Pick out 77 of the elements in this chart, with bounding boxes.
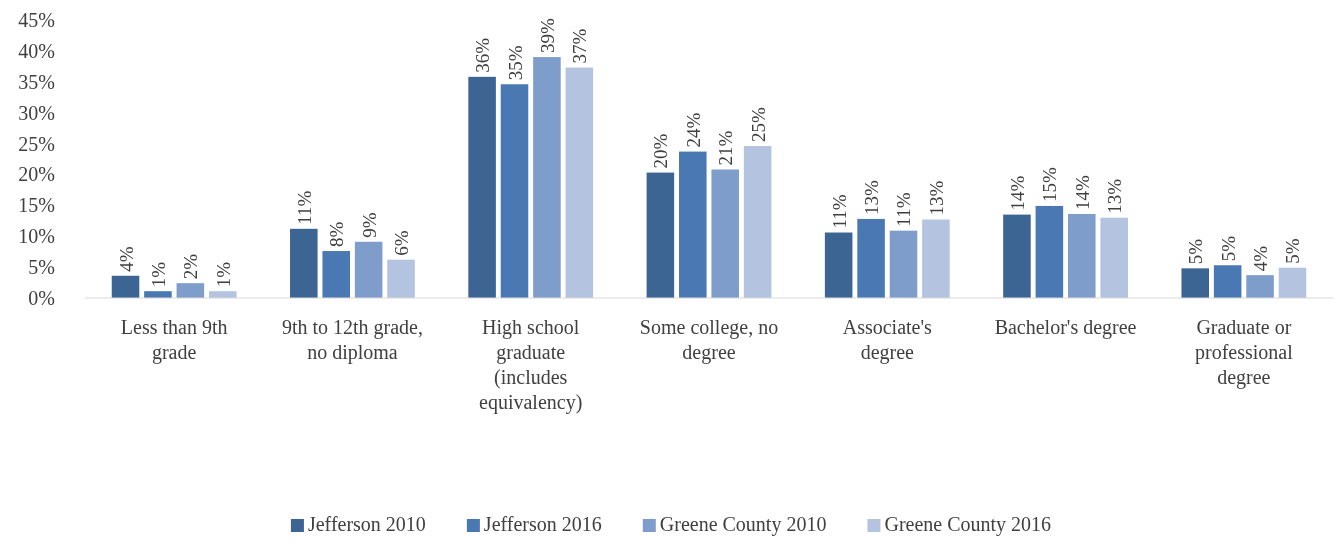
data-label: 35% xyxy=(504,45,526,81)
y-tick-label: 25% xyxy=(18,132,55,155)
bar xyxy=(711,169,739,298)
x-tick-label: Graduate or professional degree xyxy=(1194,316,1294,389)
bar xyxy=(354,241,383,298)
bar xyxy=(533,57,561,298)
bar xyxy=(679,151,707,298)
x-tick-label: 9th to 12th grade, no diploma xyxy=(281,316,423,364)
x-tick-label: Associate's degree xyxy=(842,316,933,364)
data-label: 4% xyxy=(1250,245,1272,272)
bar xyxy=(743,146,772,298)
data-label: 13% xyxy=(1104,178,1126,214)
bar xyxy=(646,172,675,298)
bar xyxy=(208,291,237,298)
y-tick-label: 5% xyxy=(28,256,55,279)
x-tick-label: High school graduate (includes equivalency) xyxy=(479,316,583,414)
data-label: 37% xyxy=(569,28,591,64)
legend-label: Greene County 2016 xyxy=(884,513,1052,536)
bar xyxy=(1100,217,1128,298)
data-label: 13% xyxy=(861,179,883,215)
data-label: 20% xyxy=(650,133,672,169)
data-label: 1% xyxy=(147,261,169,288)
legend-label: Greene County 2010 xyxy=(659,513,827,536)
y-tick-label: 45% xyxy=(18,9,55,31)
bar xyxy=(111,275,140,298)
y-tick-label: 10% xyxy=(18,225,55,248)
legend-label: Jefferson 2016 xyxy=(483,513,602,535)
bar xyxy=(176,283,205,298)
data-label: 5% xyxy=(1185,238,1207,265)
data-label: 14% xyxy=(1006,175,1028,211)
data-label: 6% xyxy=(391,230,413,256)
bar xyxy=(500,84,529,298)
data-label: 24% xyxy=(682,112,704,148)
y-tick-label: 15% xyxy=(18,194,55,217)
bar xyxy=(1035,205,1064,298)
bar xyxy=(1181,268,1210,298)
x-tick-label: Less than 9th grade xyxy=(120,316,228,364)
y-tick-label: 40% xyxy=(18,39,55,62)
bar xyxy=(922,219,950,298)
data-label: 13% xyxy=(925,180,947,216)
x-tick-label: Bachelor's degree xyxy=(994,316,1137,339)
y-tick-label: 20% xyxy=(18,163,55,186)
data-label: 14% xyxy=(1071,174,1093,210)
data-label: 15% xyxy=(1039,166,1061,202)
bar xyxy=(824,232,853,298)
bar xyxy=(290,228,318,298)
data-label: 4% xyxy=(115,246,137,272)
data-label: 5% xyxy=(1217,235,1239,262)
data-label: 1% xyxy=(212,261,234,288)
y-tick-label: 30% xyxy=(18,101,55,124)
data-label: 11% xyxy=(293,190,315,225)
bar xyxy=(1068,213,1096,298)
bar xyxy=(1246,275,1274,298)
bar xyxy=(1278,267,1307,298)
data-label: 21% xyxy=(715,130,737,166)
data-label: 25% xyxy=(747,107,769,143)
y-tick-label: 0% xyxy=(28,287,55,309)
bar xyxy=(889,230,918,298)
data-label: 11% xyxy=(828,194,850,229)
bar xyxy=(565,67,594,298)
legend-label: Jefferson 2010 xyxy=(307,513,426,535)
data-label: 39% xyxy=(536,18,558,54)
x-tick-label: Some college, no degree xyxy=(639,316,779,364)
data-label: 36% xyxy=(472,37,494,73)
bar xyxy=(1003,214,1031,298)
bar xyxy=(387,259,415,298)
bar xyxy=(1213,265,1242,298)
y-tick-label: 35% xyxy=(18,70,55,93)
data-label: 2% xyxy=(180,253,202,280)
data-label: 11% xyxy=(893,192,915,227)
bar xyxy=(468,76,496,298)
data-label: 5% xyxy=(1282,238,1304,264)
bar xyxy=(144,291,172,298)
bar xyxy=(322,251,350,298)
data-label: 9% xyxy=(358,212,380,238)
bar xyxy=(857,218,885,298)
data-label: 8% xyxy=(326,221,348,248)
